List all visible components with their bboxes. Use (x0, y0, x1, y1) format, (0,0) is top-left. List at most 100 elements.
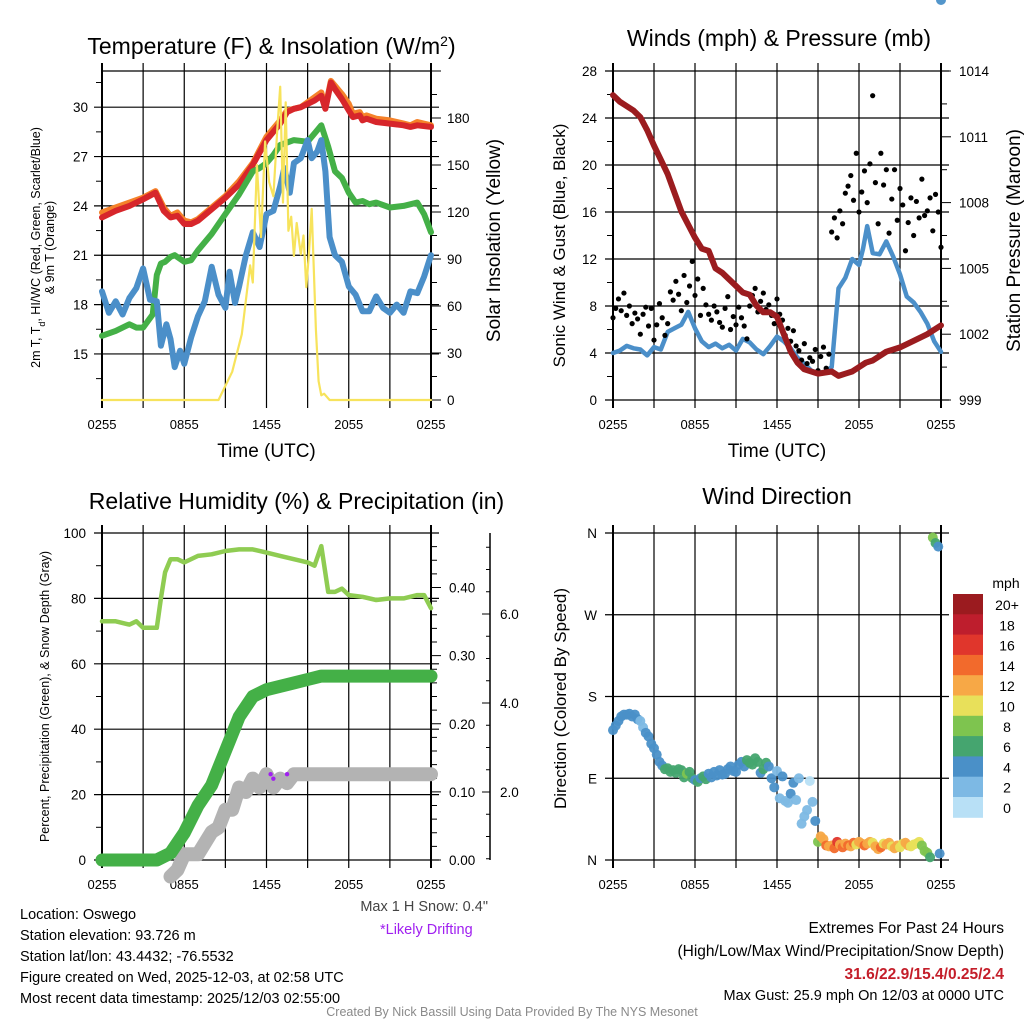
latlon-label: Station lat/lon: 43.4432; -76.5532 (20, 949, 234, 965)
gust-point (632, 310, 638, 316)
y2-tick-label: 180 (447, 111, 470, 126)
gust-point (733, 322, 739, 328)
legend-label: 8 (1003, 719, 1011, 735)
gust-point (692, 292, 698, 299)
location-label: Location: Oswego (20, 907, 137, 923)
gust-point (861, 168, 868, 174)
gust-point (744, 336, 750, 342)
gust-point (656, 301, 663, 307)
legend-label: 6 (1003, 739, 1011, 755)
x-tick-label: 1455 (763, 877, 792, 892)
gust-point (916, 215, 922, 221)
direction-point (807, 796, 818, 807)
gust-point (850, 197, 857, 203)
chart-title-wind-direction: Wind Direction (702, 483, 852, 509)
x-tick-label: 0255 (927, 877, 956, 892)
gust-point (900, 202, 906, 208)
gust-point (785, 325, 791, 331)
gust-point (894, 217, 900, 223)
y-tick-label: W (584, 608, 597, 623)
winds-chart: 0 4 8 12 16 20 24 28 999 1002 1005 1008 1011 1014 0255… (550, 25, 1024, 462)
x-tick-label: 0255 (88, 417, 117, 432)
legend-swatch (953, 654, 983, 676)
gust-point (889, 196, 895, 202)
legend-label: 0 (1003, 800, 1011, 816)
y2-tick-label: 1005 (959, 261, 989, 276)
station-info: Location: Oswego Station elevation: 93.7… (20, 905, 344, 1010)
gust-point (812, 346, 818, 353)
gust-point (837, 208, 843, 214)
x-tick-label: 0855 (681, 417, 710, 432)
gust-point (760, 290, 766, 296)
legend-label: 12 (999, 678, 1015, 694)
direction-point (810, 815, 821, 826)
y2-tick-label: 150 (447, 158, 470, 173)
x-tick-label: 0855 (170, 877, 199, 892)
x-tick-label: 2055 (334, 417, 363, 432)
y-tick-label: 100 (63, 526, 86, 541)
extremes-block: Extremes For Past 24 Hours (High/Low/Max… (678, 917, 1005, 1006)
y-tick-label: 16 (582, 205, 597, 220)
gust-point (714, 309, 720, 315)
legend-label: 20+ (995, 597, 1019, 613)
series-line-2m-t (99, 79, 434, 227)
y-tick-label: 20 (582, 158, 597, 173)
temperature-chart: 15 18 21 24 27 30 0 30 60 90 120 150 180 0255 0855 1455… (29, 33, 505, 462)
gust-point (626, 303, 633, 309)
x-tick-label: 0255 (599, 417, 628, 432)
gust-point (758, 298, 764, 304)
gust-point (919, 176, 925, 182)
gust-point (826, 351, 832, 357)
y-axis-label-line2: & 9m T (Orange) (43, 201, 57, 294)
legend-label: 4 (1003, 759, 1011, 775)
gust-point (717, 319, 723, 326)
gust-point (637, 331, 643, 337)
direction-point (804, 775, 815, 786)
y-axis-label: Sonic Wind & Gust (Blue, Black) (550, 124, 569, 368)
chart-title-rh-precip: Relative Humidity (%) & Precipitation (i… (89, 488, 504, 514)
gust-point (859, 189, 865, 195)
drifting-point (268, 772, 273, 777)
y2-tick-label: 1011 (959, 130, 988, 145)
y-axis-label: Direction (Colored By Speed) (551, 588, 570, 809)
direction-point (934, 848, 945, 859)
gust-point (610, 315, 616, 321)
gust-point (804, 360, 810, 367)
gust-point (897, 185, 903, 192)
gust-point (613, 305, 619, 311)
gust-point (870, 93, 876, 99)
direction-point (752, 756, 763, 767)
legend-label: 16 (999, 638, 1015, 654)
x-tick-label: 0855 (170, 417, 199, 432)
series-line-precipitation (95, 669, 438, 867)
gust-point (818, 353, 824, 360)
y-tick-label: 0 (589, 393, 597, 408)
gust-point (695, 276, 701, 282)
gust-point (913, 198, 920, 205)
gust-point (670, 297, 676, 303)
gust-point (727, 326, 734, 333)
y2-tick-label: 0 (447, 393, 455, 408)
gust-point (930, 228, 936, 234)
series-line-station-pressure (610, 92, 944, 379)
y2-tick-label: 1014 (959, 64, 990, 79)
gust-point (645, 323, 652, 329)
y-tick-label: 8 (589, 299, 597, 314)
legend-swatch (953, 675, 983, 696)
max-snow-label: Max 1 H Snow: 0.4" (360, 899, 488, 915)
gust-point (840, 221, 846, 227)
y2-tick-label: 0.40 (449, 581, 475, 596)
y2-axis-label: Solar Insolation (Yellow) (484, 139, 505, 342)
gust-point (736, 304, 742, 310)
gust-point (864, 200, 870, 206)
y-axis-label: Percent, Precipitation (Green), & Snow D… (38, 551, 52, 842)
y2-tick-label: 120 (447, 205, 470, 220)
gust-point (924, 208, 930, 214)
gust-point (665, 321, 671, 327)
legend-swatch (953, 776, 983, 798)
gust-point (883, 167, 889, 173)
y2-tick-label: 30 (447, 346, 462, 361)
gust-point (651, 337, 657, 343)
series-line-relative-humidity (99, 543, 434, 631)
legend-swatch (953, 715, 983, 737)
